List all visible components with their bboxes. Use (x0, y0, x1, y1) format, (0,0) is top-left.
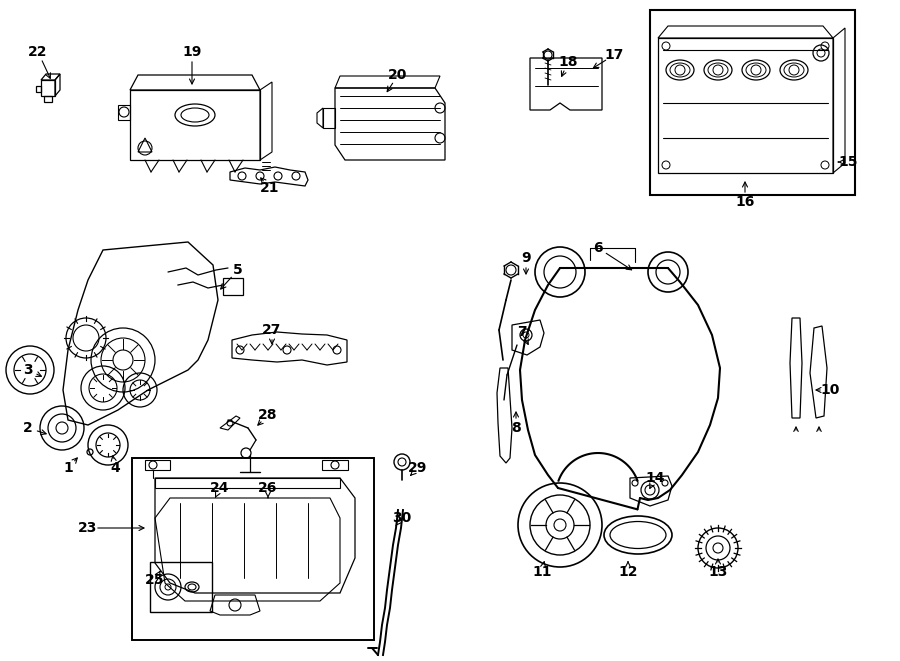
Text: 17: 17 (604, 48, 624, 62)
Text: 30: 30 (392, 511, 411, 525)
Text: 1: 1 (63, 461, 73, 475)
Text: 29: 29 (409, 461, 428, 475)
Text: 22: 22 (28, 45, 48, 59)
Text: 24: 24 (211, 481, 230, 495)
Text: 20: 20 (388, 68, 408, 82)
Text: 15: 15 (838, 155, 858, 169)
Text: 7: 7 (518, 325, 526, 339)
Text: 3: 3 (23, 363, 32, 377)
Text: 8: 8 (511, 421, 521, 435)
Text: 18: 18 (558, 55, 578, 69)
Bar (650, 10, 855, 195)
Text: 10: 10 (820, 383, 840, 397)
Text: 4: 4 (110, 461, 120, 475)
Text: 28: 28 (258, 408, 278, 422)
Text: 14: 14 (645, 471, 665, 485)
Text: 26: 26 (258, 481, 278, 495)
Text: 13: 13 (708, 565, 728, 579)
Text: 21: 21 (260, 181, 280, 195)
Text: 6: 6 (593, 241, 603, 255)
Text: 19: 19 (183, 45, 202, 59)
Bar (150, 562, 212, 612)
Text: 12: 12 (618, 565, 638, 579)
Text: 27: 27 (262, 323, 282, 337)
Text: 25: 25 (145, 573, 165, 587)
Text: 5: 5 (233, 263, 243, 277)
Bar (132, 458, 374, 640)
Text: 2: 2 (23, 421, 33, 435)
Text: 23: 23 (78, 521, 98, 535)
Text: 9: 9 (521, 251, 531, 265)
Text: 16: 16 (735, 195, 755, 209)
Text: 11: 11 (532, 565, 552, 579)
